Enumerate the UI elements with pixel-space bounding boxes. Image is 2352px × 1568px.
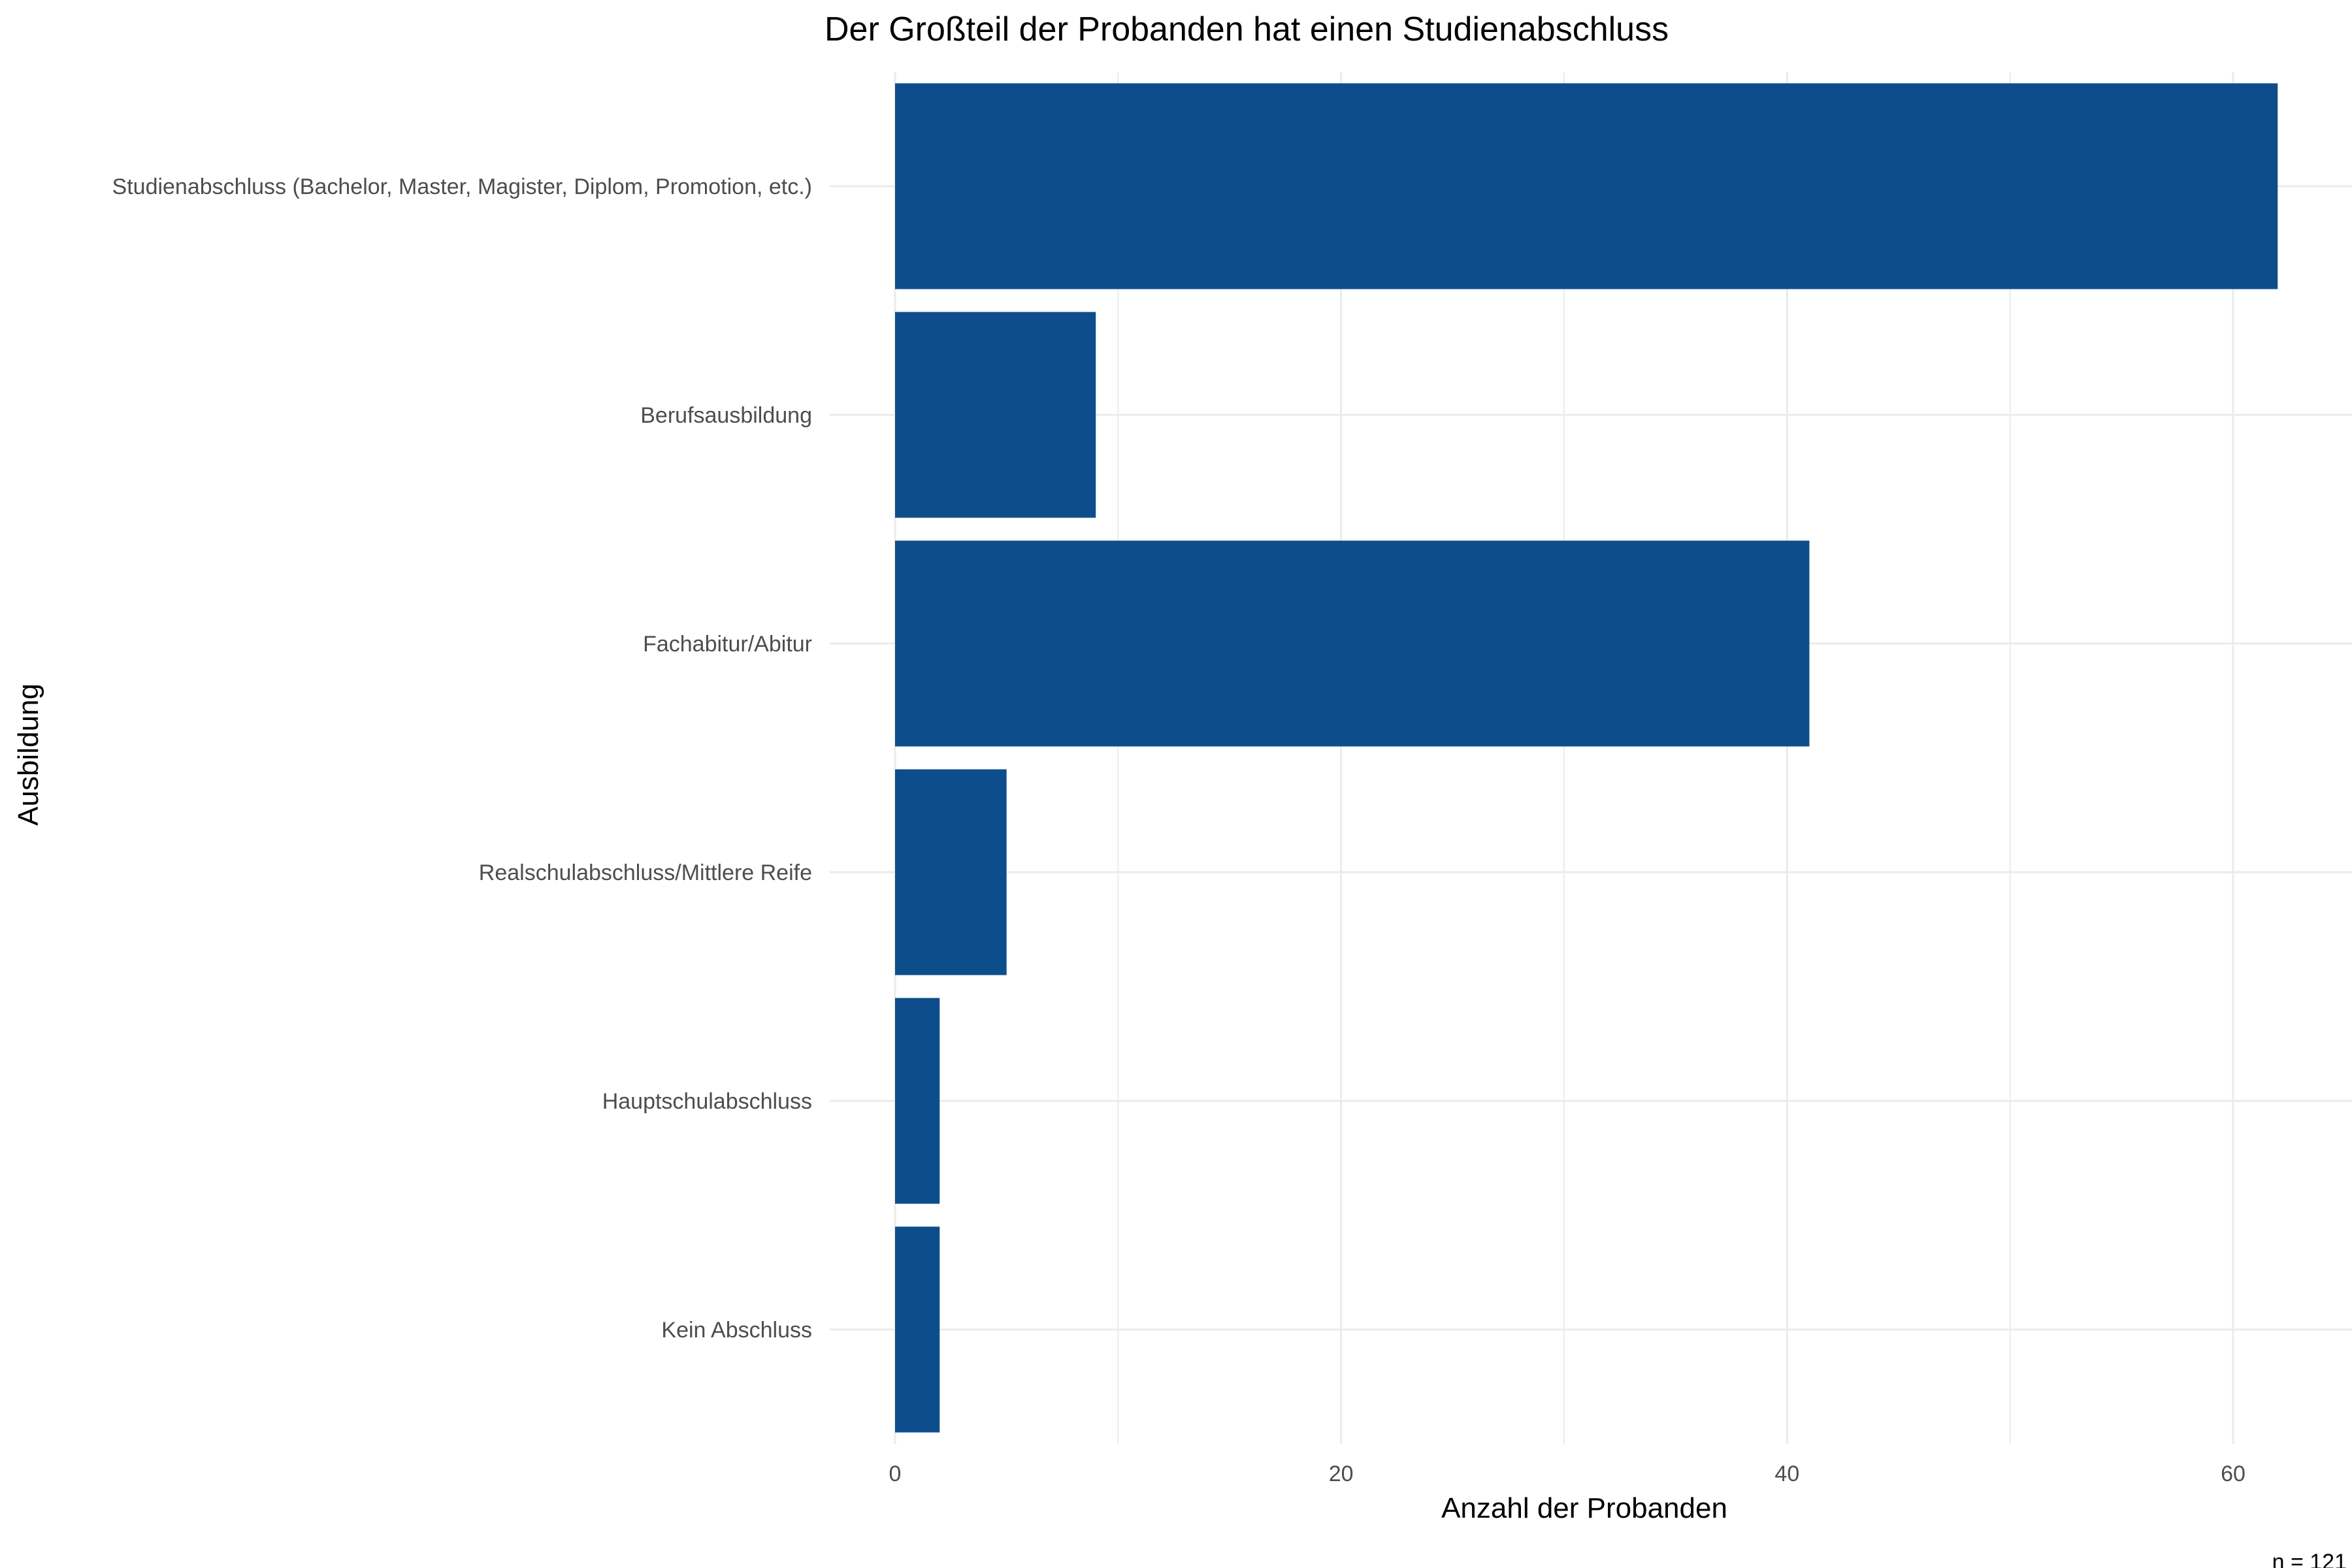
bar — [895, 312, 1096, 518]
bar — [895, 769, 1007, 975]
chart-title: Der Großteil der Probanden hat einen Stu… — [825, 10, 1669, 48]
bar — [895, 83, 2278, 289]
y-axis-title: Ausbildung — [12, 683, 44, 826]
bar — [895, 1226, 940, 1433]
x-tick-label: 0 — [889, 1462, 902, 1486]
x-tick-label: 60 — [2221, 1462, 2246, 1486]
x-tick-label: 40 — [1774, 1462, 1799, 1486]
bar-layer — [895, 83, 2278, 1433]
label-layer: Studienabschluss (Bachelor, Master, Magi… — [112, 174, 2246, 1486]
chart-caption: n = 121 — [2272, 1550, 2347, 1568]
y-tick-label: Realschulabschluss/Mittlere Reife — [479, 860, 812, 885]
y-tick-label: Studienabschluss (Bachelor, Master, Magi… — [112, 174, 812, 199]
y-tick-label: Fachabitur/Abitur — [643, 632, 812, 657]
y-tick-label: Hauptschulabschluss — [602, 1089, 812, 1114]
y-tick-label: Kein Abschluss — [661, 1318, 812, 1343]
y-tick-label: Berufsausbildung — [640, 403, 812, 428]
bar — [895, 540, 1810, 747]
x-axis-title: Anzahl der Probanden — [1441, 1492, 1727, 1524]
bar — [895, 998, 940, 1204]
x-tick-label: 20 — [1329, 1462, 1354, 1486]
grid-layer — [830, 72, 2352, 1444]
